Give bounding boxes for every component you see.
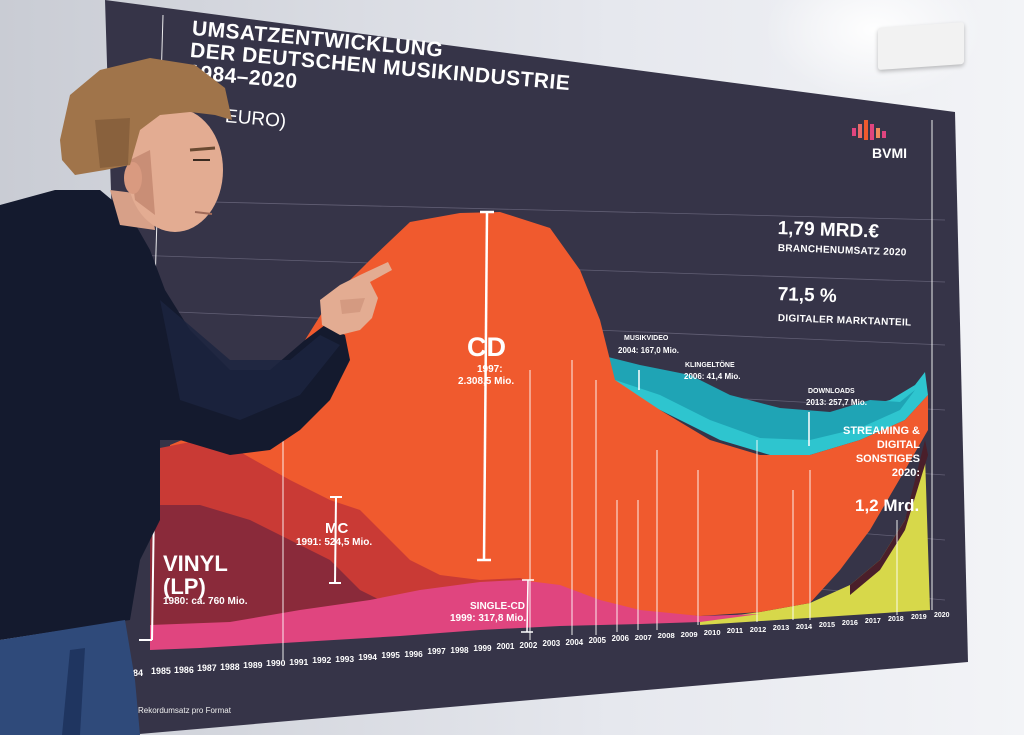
small-brackets (638, 370, 810, 446)
year-label: 1986 (174, 664, 194, 675)
year-label: 2004 (565, 637, 584, 647)
year-label: 1992 (312, 655, 332, 666)
single-cd-note: 1999: 317,8 Mio. (450, 613, 527, 624)
single-cd-area (150, 580, 760, 650)
streaming-edge (850, 440, 928, 595)
year-label: 1988 (220, 661, 240, 672)
year-label: 2007 (634, 632, 652, 642)
year-label: 2009 (680, 629, 698, 639)
year-label: 984 (128, 668, 144, 678)
year-label: 1991 (289, 656, 309, 667)
year-label: 2003 (542, 639, 561, 649)
bvmi-logo-mark (852, 120, 886, 140)
year-label: 2012 (749, 624, 767, 634)
musikvideo-label: MUSIKVIDEO (624, 335, 669, 342)
mc-note: 1991: 524,5 Mio. (296, 537, 373, 548)
year-label: 1997 (427, 647, 446, 657)
year-label: 1985 (151, 666, 171, 677)
year-label: 2016 (841, 618, 858, 628)
vinyl-label-1: VINYL (163, 551, 228, 576)
streaming-value: 1,2 Mrd. (855, 496, 920, 515)
cd-amount: 2.308,5 Mio. (458, 376, 515, 387)
bvmi-logo-text: BVMI (872, 145, 907, 161)
cd-year: 1997: (477, 364, 503, 375)
year-label: 2005 (588, 636, 607, 645)
streaming-label: STREAMING & DIGITAL SONSTIGES 2020: (843, 425, 920, 479)
klingeltoene-note: 2006: 41,4 Mio. (684, 372, 741, 381)
year-label: 2015 (818, 620, 836, 629)
year-label: 1995 (381, 650, 400, 661)
single-cd-bracket (521, 579, 534, 633)
downloads-label: DOWNLOADS (808, 388, 855, 395)
sweater (0, 190, 350, 640)
year-label: 2014 (795, 621, 813, 631)
pointing-hand (320, 262, 392, 335)
musikvideo-note: 2004: 167,0 Mio. (618, 346, 679, 355)
video-area (600, 355, 915, 440)
year-label: 1994 (358, 652, 377, 662)
single-cd-label: SINGLE-CD (470, 601, 525, 612)
event-lines (154, 14, 933, 660)
year-label: 2017 (864, 616, 881, 625)
year-label: 1998 (450, 645, 469, 655)
cd-bracket (477, 210, 494, 562)
year-label: 2001 (496, 642, 515, 652)
vinyl-area (150, 505, 380, 628)
year-label: 2018 (887, 615, 904, 624)
year-label: 2002 (519, 640, 538, 650)
downloads-note: 2013: 257,7 Mio. (806, 398, 867, 407)
year-label: 1987 (197, 663, 217, 674)
vinyl-label-2: (LP) (163, 574, 206, 599)
year-label: 1989 (243, 660, 263, 670)
year-label: 2011 (726, 626, 744, 636)
klingeltoene-label: KLINGELTÖNE (685, 362, 735, 369)
year-label: 1999 (473, 644, 492, 653)
poster-footer: Rekordumsatz pro Format (138, 706, 231, 715)
mc-bracket (329, 496, 342, 584)
year-label: 2006 (611, 634, 629, 644)
year-label: 1996 (404, 648, 423, 659)
streaming-area (700, 455, 930, 625)
year-label: 2019 (910, 613, 927, 621)
vinyl-note: 1980: ca. 760 Mio. (163, 596, 248, 607)
year-label: 2020 (934, 612, 950, 619)
year-label: 2008 (657, 631, 675, 641)
year-label: 1990 (266, 658, 286, 669)
year-label: 1993 (335, 653, 355, 664)
year-label: 2010 (703, 628, 721, 637)
mc-label: MC (325, 520, 349, 537)
cd-label: CD (467, 332, 506, 362)
year-label: 2013 (772, 623, 790, 633)
